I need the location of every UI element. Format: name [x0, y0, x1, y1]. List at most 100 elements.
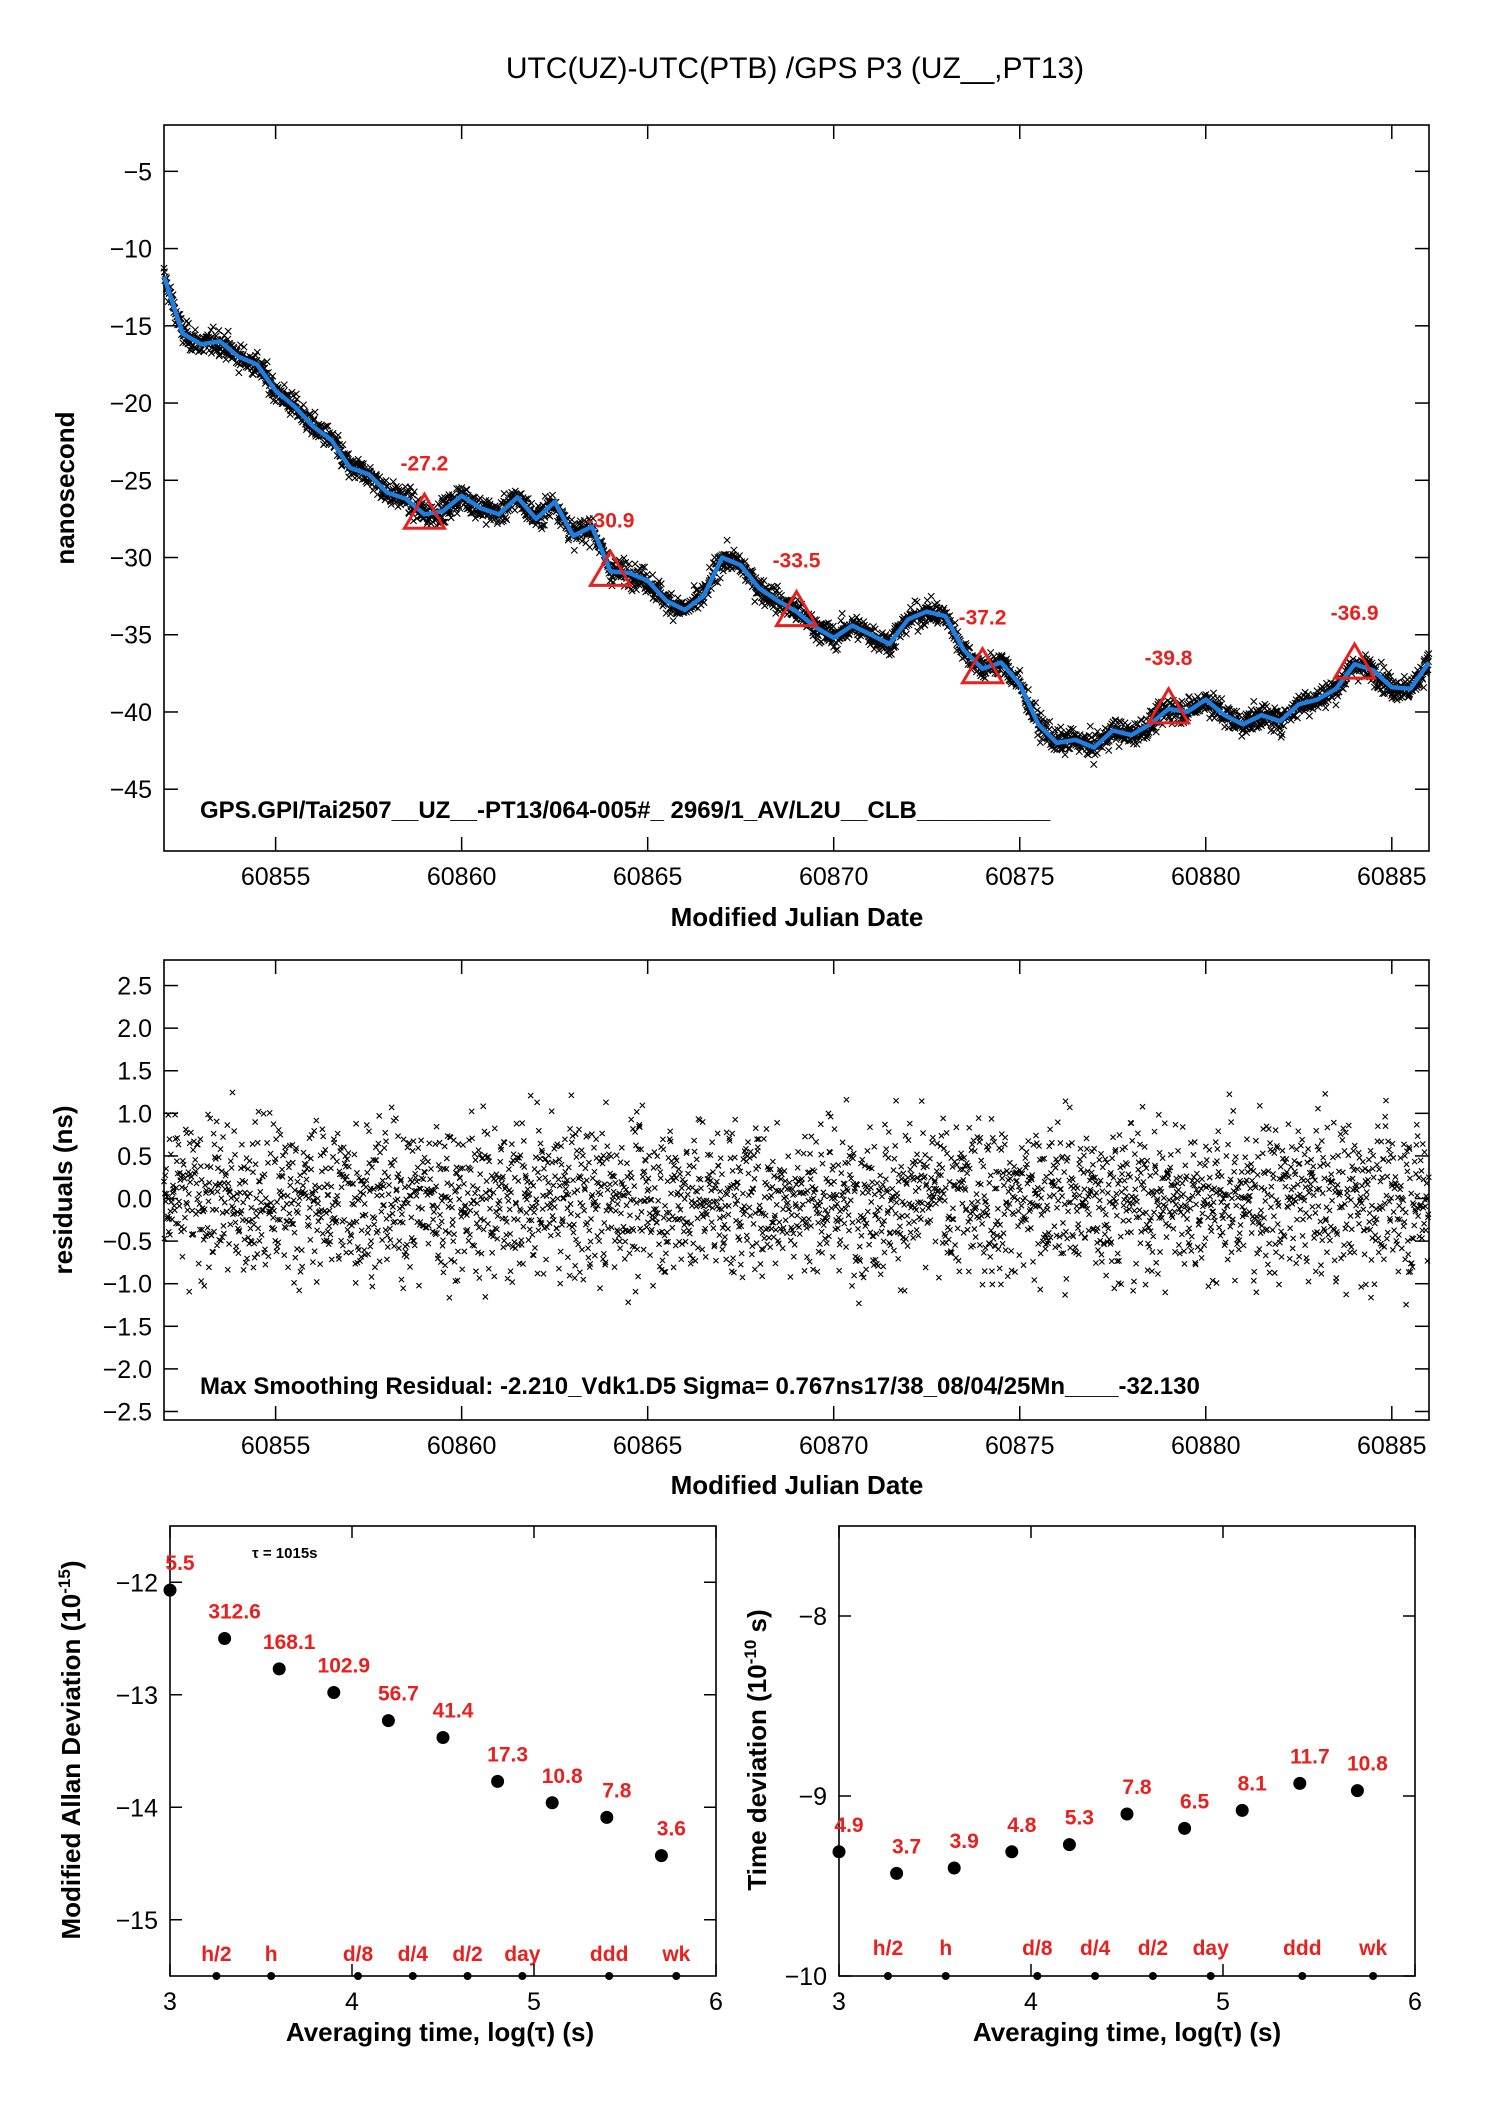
residual-point: [365, 1128, 372, 1135]
residual-point: [904, 1243, 911, 1249]
residual-point: [214, 1242, 221, 1249]
residual-point: [783, 1230, 790, 1237]
residual-point: [339, 1242, 346, 1249]
residual-point: [893, 1199, 900, 1206]
residual-point: [664, 1229, 671, 1236]
top-data-point: [280, 381, 288, 389]
residual-point: [561, 1136, 568, 1143]
residual-point: [956, 1268, 963, 1275]
residual-point: [617, 1159, 624, 1166]
residual-point: [408, 1214, 415, 1221]
residual-point: [345, 1150, 352, 1156]
residual-point: [867, 1184, 874, 1191]
residual-point: [396, 1238, 403, 1245]
residual-point: [289, 1159, 296, 1166]
residual-point: [564, 1254, 571, 1261]
residual-point: [250, 1169, 256, 1176]
residual-point: [251, 1240, 258, 1247]
residual-point: [385, 1191, 392, 1198]
residual-point: [193, 1141, 200, 1148]
residual-point: [561, 1173, 568, 1180]
residual-point: [313, 1117, 320, 1124]
residual-point: [890, 1247, 897, 1254]
residual-point: [751, 1266, 758, 1273]
residual-point: [804, 1254, 811, 1260]
residual-point: [744, 1237, 751, 1244]
residual-point: [622, 1238, 629, 1245]
residual-point: [580, 1276, 587, 1283]
residual-point: [841, 1220, 848, 1227]
residual-point: [213, 1118, 220, 1125]
residual-point: [531, 1209, 538, 1216]
residual-point: [574, 1212, 581, 1219]
residual-point: [456, 1196, 463, 1203]
residual-point: [320, 1133, 327, 1140]
residual-point: [542, 1174, 549, 1181]
residual-point: [543, 1192, 550, 1199]
residual-point: [368, 1238, 375, 1245]
residual-point: [505, 1166, 512, 1173]
residual-point: [232, 1219, 239, 1226]
residual-point: [645, 1186, 652, 1193]
residual-point: [564, 1205, 571, 1212]
residual-point: [204, 1224, 211, 1231]
residual-point: [214, 1188, 221, 1195]
residual-point: [371, 1221, 378, 1228]
residual-point: [565, 1164, 572, 1171]
residual-point: [442, 1262, 449, 1269]
residual-point: [818, 1151, 825, 1158]
residual-point: [537, 1155, 544, 1162]
top-x-tick-label: 60865: [613, 863, 683, 891]
top-data-point: [311, 408, 319, 416]
top-data-point: [469, 493, 477, 501]
residual-point: [981, 1268, 988, 1275]
residual-point: [425, 1158, 431, 1165]
residual-point: [392, 1115, 399, 1122]
residual-point: [662, 1202, 669, 1209]
residual-point: [716, 1232, 723, 1239]
residual-point: [364, 1229, 371, 1236]
top-data-point: [578, 537, 586, 545]
residual-point: [911, 1218, 918, 1225]
residual-point: [810, 1195, 817, 1202]
residual-point: [866, 1241, 873, 1248]
residual-point: [731, 1192, 738, 1199]
residual-point: [294, 1245, 301, 1252]
residual-point: [849, 1219, 856, 1226]
residual-point: [996, 1265, 1003, 1272]
residual-point: [612, 1180, 619, 1186]
residual-point: [660, 1214, 667, 1221]
residual-point: [710, 1225, 717, 1232]
residual-point: [880, 1263, 887, 1270]
residual-point: [326, 1223, 333, 1230]
residual-point: [504, 1275, 511, 1282]
residual-point: [905, 1137, 912, 1144]
residual-point: [815, 1219, 822, 1226]
residual-point: [568, 1139, 575, 1146]
residual-point: [404, 1241, 411, 1248]
residual-point: [640, 1246, 647, 1253]
residual-point: [792, 1175, 799, 1182]
residual-point: [980, 1163, 987, 1170]
residual-point: [830, 1162, 837, 1169]
residual-point: [240, 1266, 247, 1273]
residual-point: [499, 1173, 506, 1180]
residual-point: [742, 1145, 749, 1152]
residual-point: [787, 1273, 794, 1280]
residual-point: [224, 1266, 231, 1273]
residual-point: [676, 1238, 683, 1245]
residual-point: [911, 1161, 918, 1168]
residual-point: [579, 1246, 586, 1253]
residual-point: [962, 1186, 969, 1193]
residual-point: [466, 1231, 473, 1238]
residual-point: [468, 1108, 475, 1115]
residual-point: [947, 1226, 953, 1233]
residual-point: [647, 1252, 654, 1259]
residual-point: [617, 1210, 624, 1217]
residual-point: [882, 1176, 889, 1183]
residual-point: [389, 1203, 396, 1210]
residual-point: [821, 1193, 828, 1199]
residual-point: [1002, 1247, 1009, 1254]
residual-point: [916, 1177, 923, 1184]
residual-point: [374, 1227, 381, 1234]
